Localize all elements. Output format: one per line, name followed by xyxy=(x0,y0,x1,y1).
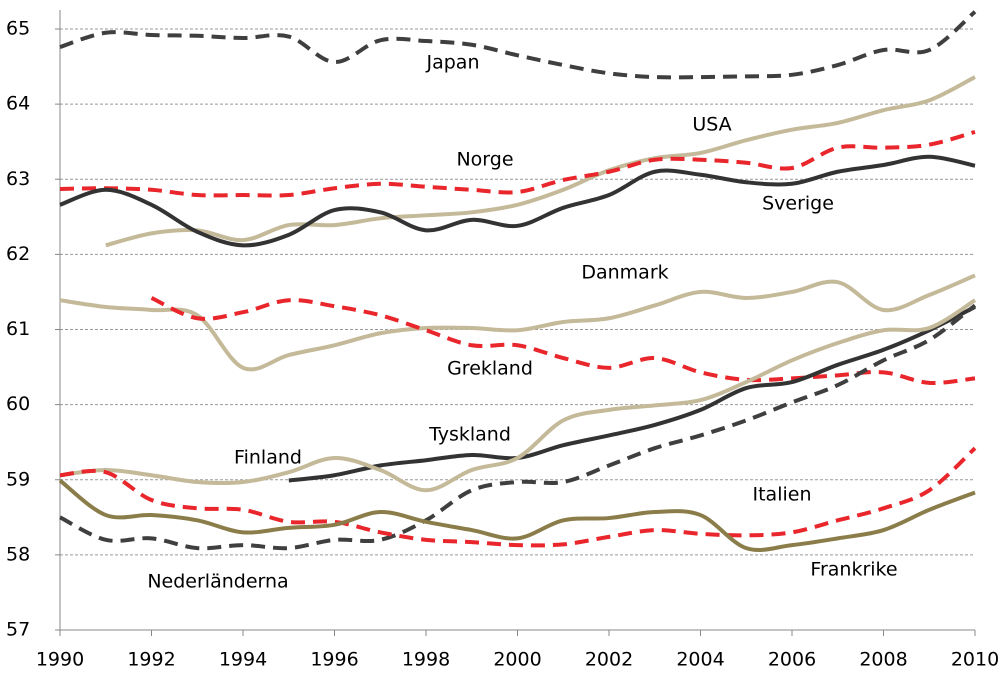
series-label: Finland xyxy=(234,447,302,469)
x-tick-label: 1992 xyxy=(127,649,175,671)
series-label: Japan xyxy=(426,52,480,74)
series-label: Sverige xyxy=(762,193,834,215)
x-tick-label: 1998 xyxy=(402,649,450,671)
series-line xyxy=(105,75,976,248)
x-tick-label: 2004 xyxy=(676,649,724,671)
y-tick-label: 57 xyxy=(6,619,30,641)
series-label: Norge xyxy=(456,149,513,171)
series-line xyxy=(59,446,977,548)
series-line xyxy=(59,154,976,248)
x-tick-label: 2010 xyxy=(951,649,999,671)
x-tick-label: 1994 xyxy=(219,649,267,671)
y-tick-label: 63 xyxy=(6,168,30,190)
series-line xyxy=(288,305,976,483)
y-tick-label: 65 xyxy=(6,18,30,40)
y-tick-label: 60 xyxy=(6,393,30,415)
y-tick-label: 64 xyxy=(6,93,30,115)
x-tick-label: 2006 xyxy=(768,649,816,671)
series-label: Grekland xyxy=(447,358,533,380)
series-line xyxy=(59,273,976,372)
x-tick-label: 2000 xyxy=(493,649,541,671)
x-tick-label: 2002 xyxy=(585,649,633,671)
y-tick-label: 58 xyxy=(6,543,30,565)
y-tick-label: 62 xyxy=(6,243,30,265)
series-label: Frankrike xyxy=(810,559,897,581)
x-tick-label: 2008 xyxy=(859,649,907,671)
series-line xyxy=(59,303,977,551)
y-tick-label: 59 xyxy=(6,468,30,490)
series-label: Italien xyxy=(753,484,812,506)
x-tick-label: 1996 xyxy=(310,649,358,671)
series-line xyxy=(150,296,976,385)
y-tick-label: 61 xyxy=(6,318,30,340)
series-line xyxy=(59,298,977,493)
series-label: USA xyxy=(692,114,731,136)
series-label: Danmark xyxy=(581,262,668,284)
series-line xyxy=(58,478,976,552)
series-label: Tyskland xyxy=(428,424,511,446)
series-line xyxy=(59,129,976,198)
x-tick-label: 1990 xyxy=(36,649,84,671)
series-line xyxy=(59,10,977,80)
series-label: Nederländerna xyxy=(147,571,288,593)
